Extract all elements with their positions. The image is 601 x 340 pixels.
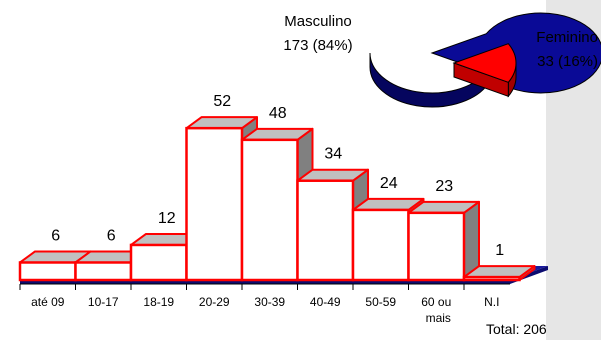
value-label-7: 23 <box>435 178 453 195</box>
bar-face-6 <box>351 208 410 282</box>
value-label-8: 1 <box>495 242 504 259</box>
bar-face-3 <box>185 126 244 282</box>
total-label: Total: 206 <box>486 321 547 337</box>
value-label-2: 12 <box>158 210 176 227</box>
pie-value-feminino: 33 (16%) <box>537 53 598 70</box>
category-label-8: N.I <box>484 295 499 309</box>
category-label-1: 10-17 <box>88 295 119 309</box>
pie-chart: Masculino 173 (84%) Feminino 33 (16%) <box>283 12 601 108</box>
bar-face-1 <box>74 261 133 282</box>
category-label-6: 50-59 <box>365 295 396 309</box>
bar-face-8 <box>462 275 521 282</box>
bar-face-5 <box>296 179 355 282</box>
value-label-5: 34 <box>324 146 342 163</box>
category-label-7: 60 ou mais <box>421 295 451 325</box>
value-label-4: 48 <box>269 105 287 122</box>
pie-value-masculino: 173 (84%) <box>283 37 352 54</box>
category-label-4: 30-39 <box>254 295 285 309</box>
pie-label-feminino: Feminino <box>536 29 598 46</box>
value-label-6: 24 <box>380 175 398 192</box>
category-label-3: 20-29 <box>199 295 230 309</box>
bar-face-4 <box>240 138 299 282</box>
category-label-0: até 09 <box>31 295 65 309</box>
category-label-2: 18-19 <box>143 295 174 309</box>
category-labels: até 09 10-17 18-19 20-29 30-39 40-49 50-59 60 o… <box>19 284 499 325</box>
pie-slice-masculino <box>430 12 601 94</box>
value-label-1: 6 <box>107 227 116 244</box>
bar-value-labels: 6 6 12 52 48 34 24 23 1 <box>51 93 504 259</box>
bar-face-7 <box>407 211 466 282</box>
bar-series <box>18 116 536 282</box>
bar-face-0 <box>18 261 77 282</box>
pie-slice-feminino <box>452 43 517 83</box>
bar-7 <box>407 200 480 282</box>
category-label-5: 40-49 <box>310 295 341 309</box>
pie-label-masculino: Masculino <box>284 13 352 30</box>
value-label-0: 6 <box>51 227 60 244</box>
bar-face-2 <box>129 243 188 282</box>
bar-8 <box>462 265 536 282</box>
value-label-3: 52 <box>213 93 231 110</box>
